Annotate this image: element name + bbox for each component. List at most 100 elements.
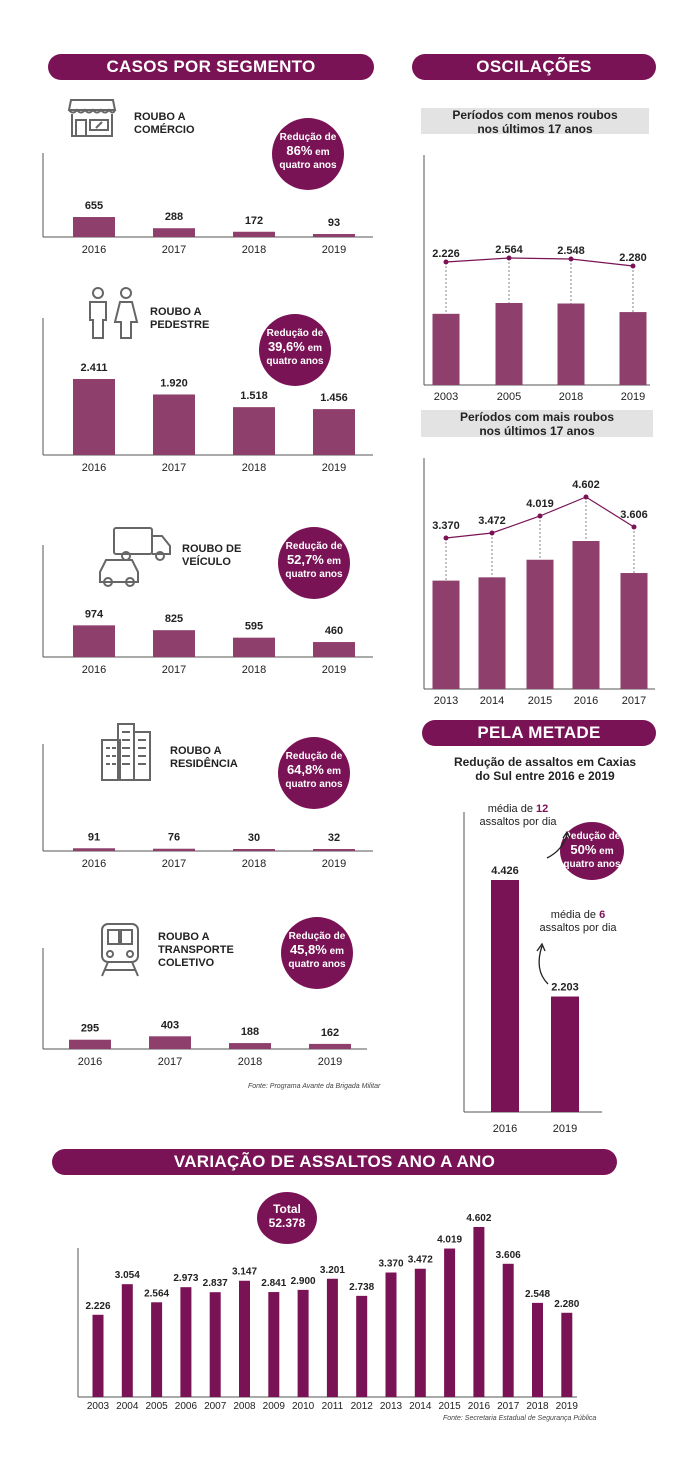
segment-title-line: ROUBO A [134, 111, 186, 123]
tick-label: 2016 [78, 1056, 102, 1068]
data-label: 3.054 [115, 1270, 140, 1281]
data-label: 93 [328, 217, 340, 229]
tick-label: 2019 [322, 664, 346, 676]
bar [313, 234, 355, 237]
data-label: 188 [241, 1026, 259, 1038]
tick-label: 2018 [238, 1056, 262, 1068]
tick-label: 2019 [621, 391, 645, 403]
badge-pct-value: 50% [570, 842, 597, 857]
periods-less-title: Períodos com menos roubos nos últimos 17… [421, 108, 649, 136]
data-label: 2.837 [203, 1278, 228, 1289]
data-label: 2.280 [619, 252, 647, 264]
segment-title-line: ROUBO A [170, 745, 222, 757]
data-label: 2.548 [525, 1289, 550, 1300]
bar [326, 1278, 338, 1397]
tick-label: 2019 [556, 1401, 579, 1412]
tick-label: 2017 [622, 695, 646, 707]
tick-label: 2017 [162, 462, 186, 474]
bar [73, 379, 115, 455]
data-label: 2.548 [557, 245, 585, 257]
segment-title-line: ROUBO DE [182, 543, 242, 555]
bar [444, 1248, 456, 1397]
tick-label: 2016 [82, 858, 106, 870]
segment-title-line: VEÍCULO [182, 556, 231, 568]
data-label: 2.738 [349, 1282, 374, 1293]
bar [414, 1268, 426, 1397]
tick-label: 2019 [322, 244, 346, 256]
badge-line: quatro anos [285, 779, 343, 790]
data-label: 2.203 [551, 982, 579, 994]
badge-em: em [326, 946, 345, 957]
data-label: 91 [88, 831, 100, 843]
metade-subtitle-line: do Sul entre 2016 e 2019 [475, 769, 615, 783]
bar [233, 637, 275, 657]
data-label: 3.606 [620, 509, 648, 521]
total-badge: Total 52.378 [257, 1192, 317, 1244]
tick-label: 2011 [322, 1401, 344, 1412]
bar [239, 1280, 250, 1397]
badge-line: Redução de [266, 328, 324, 339]
segment-title-line: PEDESTRE [150, 319, 210, 331]
metade-subtitle-line: Redução de assaltos em Caxias [453, 755, 637, 769]
tick-label: 2004 [116, 1401, 139, 1412]
badge-em: em [323, 766, 342, 777]
metade-subtitle: Redução de assaltos em Caxias do Sul ent… [440, 755, 650, 783]
note-text: média de [550, 909, 600, 921]
badge-pct-value: 39,6% [267, 339, 305, 354]
badge-em: em [312, 147, 330, 158]
data-label: 4.426 [491, 865, 519, 877]
data-label: 2.226 [85, 1301, 110, 1312]
segment-title-residencia: ROUBO A RESIDÊNCIA [170, 745, 238, 771]
note-12-per-day: média de 12 assaltos por dia [468, 803, 568, 829]
badge-line: quatro anos [563, 859, 621, 870]
data-label: 162 [321, 1027, 339, 1039]
reduction-badge-residencia: Redução de 64,8% em quatro anos [278, 737, 350, 809]
tick-label: 2016 [574, 695, 598, 707]
badge-line: Redução de [288, 931, 346, 942]
note-text: assaltos por dia [479, 816, 557, 828]
segment-title-line: ROUBO A [150, 306, 202, 318]
data-label: 3.606 [496, 1250, 521, 1261]
bar [229, 1043, 271, 1049]
section-title-oscilacoes: OSCILAÇÕES [412, 54, 656, 80]
data-label: 460 [325, 625, 343, 637]
badge-pct: 39,6% em [259, 340, 331, 356]
segment-title-transporte: ROUBO A TRANSPORTE COLETIVO [158, 931, 234, 970]
badge-pct-value: 52,7% [286, 552, 324, 567]
building-icon [101, 723, 151, 781]
tick-label: 2012 [351, 1401, 374, 1412]
store-icon [67, 99, 117, 137]
tick-label: 2013 [380, 1401, 403, 1412]
bar [233, 407, 275, 455]
bar [180, 1287, 192, 1397]
data-label: 2.973 [173, 1273, 198, 1284]
bar [233, 231, 275, 237]
note-text: média de [487, 803, 537, 815]
train-icon [101, 923, 139, 977]
data-label: 4.019 [526, 498, 554, 510]
tick-label: 2017 [158, 1056, 182, 1068]
data-label: 655 [85, 200, 103, 212]
reduction-badge-pedestre: Redução de 39,6% em quatro anos [259, 314, 331, 386]
bar [526, 559, 554, 689]
data-label: 595 [245, 621, 263, 633]
segment-title-line: RESIDÊNCIA [170, 758, 238, 770]
bar [432, 580, 460, 689]
tick-label: 2014 [480, 695, 504, 707]
badge-line: Redução de [285, 541, 343, 552]
data-label: 288 [165, 211, 183, 223]
bar [385, 1272, 397, 1397]
tick-label: 2014 [409, 1401, 432, 1412]
tick-label: 2016 [82, 664, 106, 676]
data-label: 295 [81, 1023, 99, 1035]
tick-label: 2016 [82, 462, 106, 474]
tick-label: 2018 [242, 244, 266, 256]
bar [619, 312, 647, 385]
data-label: 4.019 [437, 1235, 462, 1246]
badge-em: em [304, 343, 323, 354]
bar [121, 1284, 133, 1397]
bar [149, 1036, 191, 1049]
tick-label: 2009 [263, 1401, 286, 1412]
badge-line: quatro anos [279, 160, 337, 171]
